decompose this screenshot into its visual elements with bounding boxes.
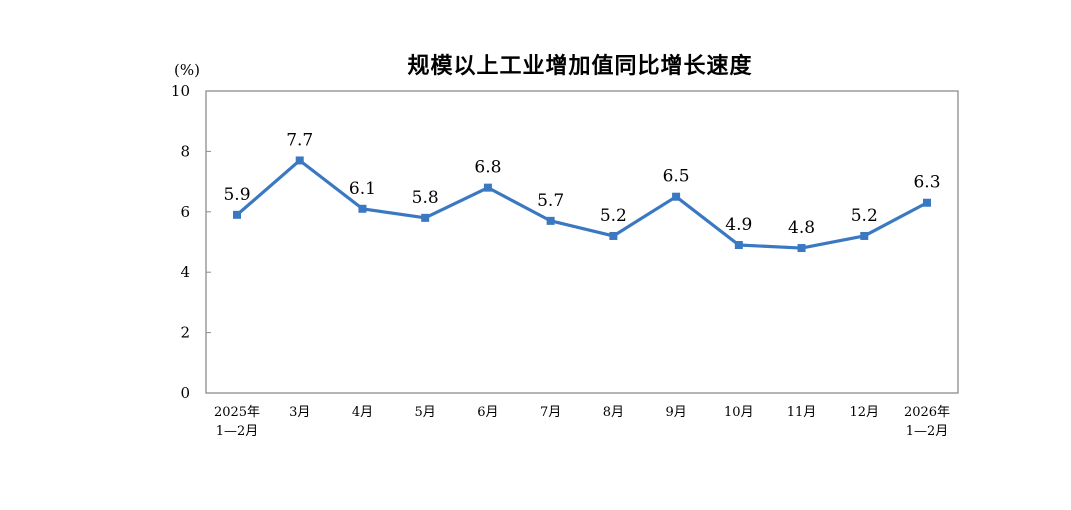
data-label: 5.8 [412, 188, 439, 208]
x-tick-label: 6月 [477, 405, 498, 420]
data-label: 5.7 [537, 191, 564, 211]
x-tick-label: 4月 [352, 405, 373, 420]
x-tick-label: 11月 [787, 405, 817, 420]
data-label: 6.5 [663, 167, 690, 187]
x-tick-label: 7月 [540, 405, 561, 420]
y-axis-unit-label: (%) [174, 61, 200, 79]
data-point-marker [421, 213, 430, 222]
data-label: 5.9 [223, 185, 250, 205]
series-line [235, 158, 928, 250]
y-tick-label: 0 [180, 384, 190, 402]
data-label: 5.2 [600, 206, 627, 226]
x-tick-label: 9月 [665, 405, 686, 420]
y-tick-label: 4 [180, 263, 190, 281]
y-tick-label: 2 [180, 324, 190, 342]
data-point-marker [295, 156, 304, 165]
plot-frame [205, 90, 959, 394]
data-point-marker [358, 204, 367, 213]
x-tick-label: 1—2月 [216, 424, 259, 439]
data-label: 5.2 [851, 206, 878, 226]
data-point-marker [860, 231, 869, 240]
y-tick-label: 10 [171, 82, 190, 100]
x-tick-label: 3月 [289, 405, 310, 420]
data-point-marker [672, 192, 681, 201]
data-point-marker [923, 198, 931, 207]
x-tick-label: 12月 [849, 405, 879, 420]
chart-title: 规模以上工业增加值同比增长速度 [407, 54, 753, 79]
data-point-marker [609, 231, 618, 240]
data-label: 6.3 [913, 173, 940, 193]
x-tick-label: 8月 [603, 405, 624, 420]
x-tick-label: 2026年 [904, 405, 950, 420]
data-point-marker [483, 183, 492, 192]
data-label: 4.8 [788, 218, 815, 238]
data-point-marker [546, 216, 555, 225]
data-label: 6.1 [349, 179, 376, 199]
y-tick-label: 6 [180, 203, 190, 221]
x-tick-label: 10月 [724, 405, 754, 420]
x-tick-label: 5月 [415, 405, 436, 420]
data-label: 4.9 [725, 215, 752, 235]
y-tick-label: 8 [180, 142, 190, 160]
data-label: 7.7 [286, 130, 313, 150]
data-label: 6.8 [474, 158, 501, 178]
x-tick-label: 1—2月 [906, 424, 949, 439]
data-point-marker [797, 244, 806, 253]
data-point-marker [233, 210, 241, 219]
data-point-marker [734, 241, 743, 250]
x-tick-label: 2025年 [214, 405, 260, 420]
